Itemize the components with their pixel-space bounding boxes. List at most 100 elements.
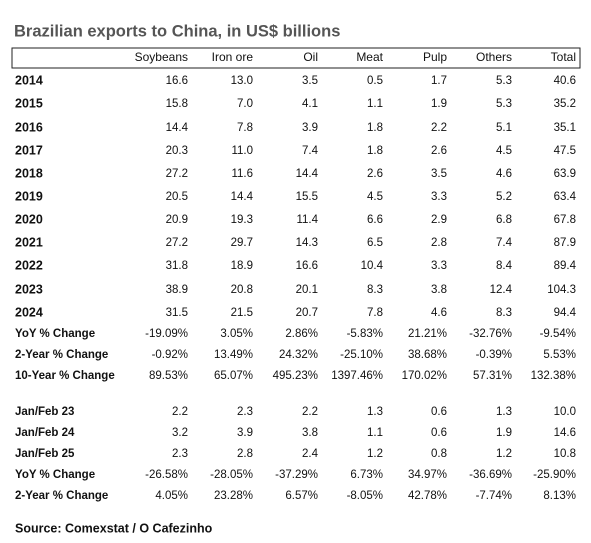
cell: 1.1 (367, 98, 383, 110)
cell: 14.3 (296, 237, 318, 249)
cell: 18.9 (231, 260, 253, 272)
cell: -36.69% (469, 469, 512, 481)
cell: 20.9 (166, 214, 188, 226)
cell: 16.6 (166, 75, 188, 87)
cell: 1.8 (367, 145, 383, 157)
cell: 1.3 (496, 406, 512, 418)
cell: 15.8 (166, 98, 188, 110)
cell: 35.2 (554, 98, 576, 110)
row-label: Jan/Feb 23 (15, 406, 74, 418)
cell: 13.49% (214, 349, 253, 361)
cell: 89.4 (554, 260, 577, 272)
cell: 1397.46% (331, 370, 383, 382)
column-header: Others (476, 50, 512, 64)
cell: 3.9 (237, 427, 253, 439)
cell: 1.9 (431, 98, 447, 110)
column-header: Iron ore (212, 50, 254, 64)
cell: 170.02% (402, 370, 447, 382)
cell: 8.4 (496, 260, 513, 272)
cell: 1.2 (367, 448, 383, 460)
cell: -8.05% (347, 490, 383, 502)
cell: 0.6 (431, 427, 447, 439)
cell: 8.3 (367, 284, 383, 296)
cell: 6.8 (496, 214, 512, 226)
cell: 21.21% (408, 328, 447, 340)
cell: 3.5 (431, 168, 447, 180)
cell: 495.23% (273, 370, 318, 382)
cell: -9.54% (540, 328, 576, 340)
cell: 94.4 (554, 307, 577, 319)
cell: 0.6 (431, 406, 447, 418)
cell: -25.10% (340, 349, 383, 361)
column-header: Total (551, 50, 576, 64)
cell: 34.97% (408, 469, 447, 481)
title: Brazilian exports to China, in US$ billi… (14, 22, 340, 40)
row-label: 2016 (15, 120, 43, 134)
cell: 5.3 (496, 75, 512, 87)
cell: 8.13% (543, 490, 576, 502)
row-label: 2021 (15, 235, 43, 249)
cell: 10.4 (361, 260, 384, 272)
cell: 20.5 (166, 191, 188, 203)
cell: 10.8 (554, 448, 576, 460)
column-header: Pulp (423, 50, 447, 64)
row-label: Jan/Feb 24 (15, 427, 75, 439)
cell: 2.86% (285, 328, 318, 340)
cell: 2.3 (172, 448, 188, 460)
cell: 3.2 (172, 427, 188, 439)
cell: 5.1 (496, 122, 512, 134)
cell: 20.7 (296, 307, 318, 319)
cell: 11.4 (296, 214, 318, 226)
row-label: 2022 (15, 258, 43, 272)
row-label: YoY % Change (15, 328, 95, 340)
cell: 2.8 (431, 237, 447, 249)
cell: 2.9 (431, 214, 447, 226)
cell: 7.8 (237, 122, 253, 134)
cell: 63.4 (554, 191, 577, 203)
cell: -26.58% (145, 469, 188, 481)
cell: 7.4 (302, 145, 319, 157)
cell: 2.2 (172, 406, 188, 418)
cell: 19.3 (231, 214, 253, 226)
cell: 2.4 (302, 448, 319, 460)
row-label: 2018 (15, 166, 43, 180)
cell: -32.76% (469, 328, 512, 340)
cell: 15.5 (296, 191, 318, 203)
cell: 3.5 (302, 75, 318, 87)
cell: 2.2 (302, 406, 318, 418)
cell: 1.2 (496, 448, 512, 460)
cell: 14.4 (296, 168, 319, 180)
cell: 6.6 (367, 214, 383, 226)
cell: 67.8 (554, 214, 576, 226)
cell: 14.4 (231, 191, 254, 203)
row-label: 2023 (15, 282, 43, 296)
cell: 47.5 (554, 145, 576, 157)
cell: 42.78% (408, 490, 447, 502)
cell: 5.2 (496, 191, 512, 203)
cell: 38.68% (408, 349, 447, 361)
cell: 31.5 (166, 307, 188, 319)
cell: 12.4 (490, 284, 513, 296)
cell: 6.73% (350, 469, 383, 481)
source: Source: Comexstat / O Cafezinho (15, 521, 213, 535)
cell: 57.31% (473, 370, 512, 382)
cell: 2.3 (237, 406, 253, 418)
cell: 27.2 (166, 168, 188, 180)
cell: 5.3 (496, 98, 512, 110)
cell: 11.0 (231, 145, 253, 157)
cell: 8.3 (496, 307, 512, 319)
cell: 2.8 (237, 448, 253, 460)
row-label: 2019 (15, 189, 43, 203)
cell: 63.9 (554, 168, 576, 180)
row-label: YoY % Change (15, 469, 95, 481)
cell: -0.92% (152, 349, 188, 361)
cell: 65.07% (214, 370, 253, 382)
cell: -0.39% (476, 349, 512, 361)
cell: 35.1 (554, 122, 576, 134)
column-header: Oil (303, 50, 318, 64)
cell: 4.5 (367, 191, 383, 203)
cell: 2.6 (367, 168, 383, 180)
cell: 3.9 (302, 122, 318, 134)
cell: 0.5 (367, 75, 383, 87)
